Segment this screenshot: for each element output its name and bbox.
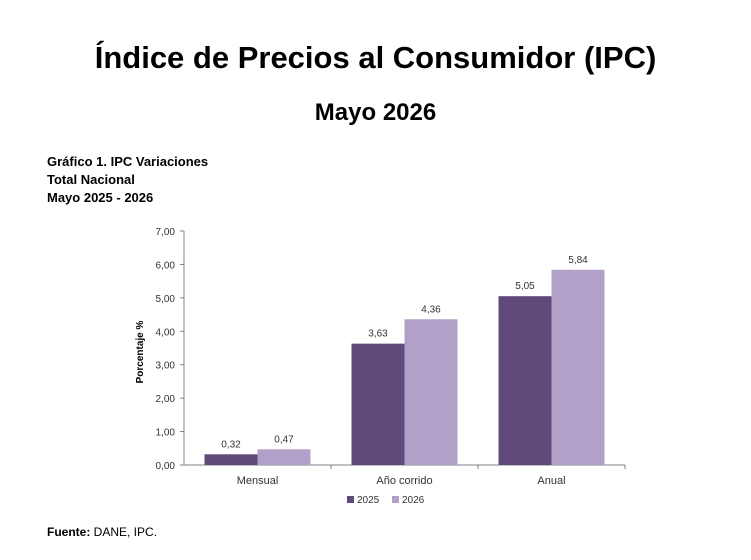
x-tick-label: Año corrido (376, 475, 432, 487)
bar-2025-1 (204, 454, 258, 465)
page-title: Índice de Precios al Consumidor (IPC) (94, 40, 657, 75)
y-tick-label: 2,00 (156, 394, 176, 405)
chart-caption: Gráfico 1. IPC Variaciones Total Naciona… (47, 153, 208, 207)
legend-label: 2026 (402, 495, 425, 506)
y-tick-label: 6,00 (156, 260, 176, 271)
data-label: 0,47 (274, 434, 294, 445)
caption-line-1: Gráfico 1. IPC Variaciones (47, 154, 209, 169)
legend-swatch-2025 (347, 496, 354, 503)
legend-swatch-2026 (392, 496, 399, 503)
y-tick-label: 4,00 (156, 327, 176, 338)
data-label: 5,84 (568, 255, 588, 266)
caption-line-3: Mayo 2025 - 2026 (47, 190, 154, 205)
data-label: 3,63 (368, 329, 388, 340)
bar-2025-2 (351, 343, 405, 465)
y-axis-title: Porcentaje % (135, 320, 146, 383)
source-note: Fuente: DANE, IPC. (47, 525, 157, 539)
data-label: 0,32 (221, 439, 241, 450)
legend-label: 2025 (357, 495, 380, 506)
bar-2026-3 (551, 269, 605, 465)
y-tick-label: 5,00 (156, 294, 176, 305)
x-tick-label: Mensual (237, 475, 279, 487)
y-tick-label: 3,00 (156, 361, 176, 372)
data-label: 4,36 (421, 304, 441, 315)
bar-2025-3 (498, 296, 552, 465)
source-label: Fuente: (47, 525, 91, 539)
bar-2026-1 (257, 449, 311, 465)
caption-line-2: Total Nacional (47, 172, 135, 187)
x-tick-label: Anual (537, 475, 565, 487)
source-text: DANE, IPC. (90, 525, 158, 539)
data-label: 5,05 (515, 281, 535, 292)
page-subtitle: Mayo 2026 (314, 99, 437, 126)
y-tick-label: 1,00 (156, 428, 176, 439)
y-tick-label: 0,00 (156, 461, 176, 472)
bar-2026-2 (404, 319, 458, 465)
y-tick-label: 7,00 (156, 227, 176, 238)
